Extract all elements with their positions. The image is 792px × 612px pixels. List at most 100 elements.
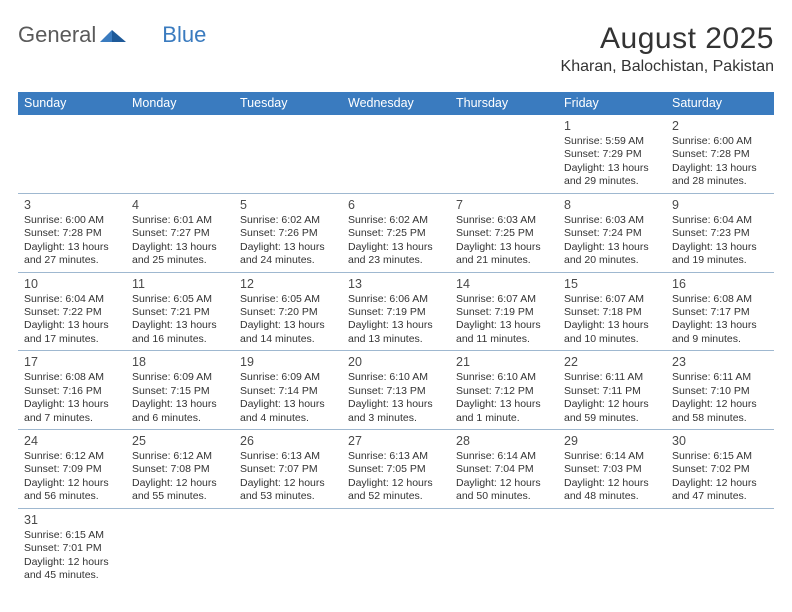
day-daylight: Daylight: 13 hours and 28 minutes. [672,162,770,189]
day-sunrise: Sunrise: 6:08 AM [24,371,122,384]
day-number: 1 [564,118,662,134]
day-sunset: Sunset: 7:28 PM [672,148,770,161]
day-number: 7 [456,197,554,213]
day-sunrise: Sunrise: 6:14 AM [456,450,554,463]
calendar-day-cell [234,115,342,193]
day-sunset: Sunset: 7:03 PM [564,463,662,476]
day-sunset: Sunset: 7:12 PM [456,385,554,398]
calendar-day-cell: 3Sunrise: 6:00 AMSunset: 7:28 PMDaylight… [18,194,126,272]
logo-text-general: General [18,22,96,48]
day-sunset: Sunset: 7:07 PM [240,463,338,476]
day-sunset: Sunset: 7:14 PM [240,385,338,398]
day-daylight: Daylight: 13 hours and 9 minutes. [672,319,770,346]
calendar-day-cell: 18Sunrise: 6:09 AMSunset: 7:15 PMDayligh… [126,351,234,429]
day-daylight: Daylight: 13 hours and 21 minutes. [456,241,554,268]
day-sunset: Sunset: 7:15 PM [132,385,230,398]
day-daylight: Daylight: 13 hours and 16 minutes. [132,319,230,346]
calendar-day-cell [126,115,234,193]
day-header-cell: Sunday [18,92,126,115]
day-daylight: Daylight: 12 hours and 50 minutes. [456,477,554,504]
logo: General Blue [18,22,206,48]
day-daylight: Daylight: 13 hours and 3 minutes. [348,398,446,425]
calendar-week-row: 24Sunrise: 6:12 AMSunset: 7:09 PMDayligh… [18,430,774,509]
calendar-day-header: SundayMondayTuesdayWednesdayThursdayFrid… [18,92,774,115]
day-sunset: Sunset: 7:09 PM [24,463,122,476]
day-number: 30 [672,433,770,449]
page-title: August 2025 [561,22,774,56]
day-sunrise: Sunrise: 6:03 AM [564,214,662,227]
day-number: 13 [348,276,446,292]
day-sunset: Sunset: 7:10 PM [672,385,770,398]
day-sunset: Sunset: 7:05 PM [348,463,446,476]
day-sunset: Sunset: 7:24 PM [564,227,662,240]
calendar-day-cell: 2Sunrise: 6:00 AMSunset: 7:28 PMDaylight… [666,115,774,193]
day-sunrise: Sunrise: 6:01 AM [132,214,230,227]
day-sunset: Sunset: 7:25 PM [456,227,554,240]
day-sunrise: Sunrise: 6:00 AM [24,214,122,227]
calendar-day-cell: 29Sunrise: 6:14 AMSunset: 7:03 PMDayligh… [558,430,666,508]
day-number: 3 [24,197,122,213]
calendar-day-cell: 11Sunrise: 6:05 AMSunset: 7:21 PMDayligh… [126,273,234,351]
day-header-cell: Friday [558,92,666,115]
day-daylight: Daylight: 13 hours and 17 minutes. [24,319,122,346]
calendar-day-cell: 25Sunrise: 6:12 AMSunset: 7:08 PMDayligh… [126,430,234,508]
day-sunset: Sunset: 7:19 PM [456,306,554,319]
calendar-day-cell: 15Sunrise: 6:07 AMSunset: 7:18 PMDayligh… [558,273,666,351]
calendar-day-cell: 6Sunrise: 6:02 AMSunset: 7:25 PMDaylight… [342,194,450,272]
day-number: 10 [24,276,122,292]
day-daylight: Daylight: 12 hours and 56 minutes. [24,477,122,504]
day-sunrise: Sunrise: 6:00 AM [672,135,770,148]
day-header-cell: Thursday [450,92,558,115]
day-sunset: Sunset: 7:21 PM [132,306,230,319]
day-number: 22 [564,354,662,370]
calendar-day-cell [342,509,450,587]
calendar-day-cell: 16Sunrise: 6:08 AMSunset: 7:17 PMDayligh… [666,273,774,351]
day-daylight: Daylight: 13 hours and 4 minutes. [240,398,338,425]
calendar-day-cell [450,115,558,193]
day-header-cell: Wednesday [342,92,450,115]
day-number: 27 [348,433,446,449]
day-number: 16 [672,276,770,292]
day-sunrise: Sunrise: 6:02 AM [348,214,446,227]
day-sunset: Sunset: 7:13 PM [348,385,446,398]
day-number: 17 [24,354,122,370]
calendar-week-row: 3Sunrise: 6:00 AMSunset: 7:28 PMDaylight… [18,194,774,273]
day-number: 29 [564,433,662,449]
day-daylight: Daylight: 13 hours and 10 minutes. [564,319,662,346]
calendar-day-cell [450,509,558,587]
day-sunrise: Sunrise: 6:12 AM [24,450,122,463]
calendar-day-cell: 31Sunrise: 6:15 AMSunset: 7:01 PMDayligh… [18,509,126,587]
calendar-day-cell: 13Sunrise: 6:06 AMSunset: 7:19 PMDayligh… [342,273,450,351]
calendar-week-row: 1Sunrise: 5:59 AMSunset: 7:29 PMDaylight… [18,115,774,194]
calendar: SundayMondayTuesdayWednesdayThursdayFrid… [18,92,774,587]
calendar-day-cell [18,115,126,193]
calendar-day-cell: 19Sunrise: 6:09 AMSunset: 7:14 PMDayligh… [234,351,342,429]
day-sunset: Sunset: 7:25 PM [348,227,446,240]
day-sunrise: Sunrise: 6:07 AM [564,293,662,306]
day-sunset: Sunset: 7:26 PM [240,227,338,240]
day-number: 15 [564,276,662,292]
calendar-week-row: 31Sunrise: 6:15 AMSunset: 7:01 PMDayligh… [18,509,774,587]
day-number: 2 [672,118,770,134]
day-daylight: Daylight: 12 hours and 58 minutes. [672,398,770,425]
day-sunrise: Sunrise: 6:04 AM [24,293,122,306]
day-daylight: Daylight: 12 hours and 59 minutes. [564,398,662,425]
day-sunrise: Sunrise: 6:12 AM [132,450,230,463]
calendar-day-cell: 22Sunrise: 6:11 AMSunset: 7:11 PMDayligh… [558,351,666,429]
day-daylight: Daylight: 12 hours and 53 minutes. [240,477,338,504]
logo-flag-icon [100,22,126,48]
day-number: 20 [348,354,446,370]
day-number: 14 [456,276,554,292]
day-header-cell: Saturday [666,92,774,115]
day-daylight: Daylight: 13 hours and 20 minutes. [564,241,662,268]
day-sunset: Sunset: 7:08 PM [132,463,230,476]
day-sunrise: Sunrise: 6:11 AM [672,371,770,384]
calendar-day-cell: 14Sunrise: 6:07 AMSunset: 7:19 PMDayligh… [450,273,558,351]
day-sunset: Sunset: 7:01 PM [24,542,122,555]
day-sunrise: Sunrise: 6:05 AM [240,293,338,306]
day-daylight: Daylight: 13 hours and 11 minutes. [456,319,554,346]
calendar-day-cell: 8Sunrise: 6:03 AMSunset: 7:24 PMDaylight… [558,194,666,272]
calendar-week-row: 17Sunrise: 6:08 AMSunset: 7:16 PMDayligh… [18,351,774,430]
day-daylight: Daylight: 13 hours and 27 minutes. [24,241,122,268]
calendar-day-cell [126,509,234,587]
